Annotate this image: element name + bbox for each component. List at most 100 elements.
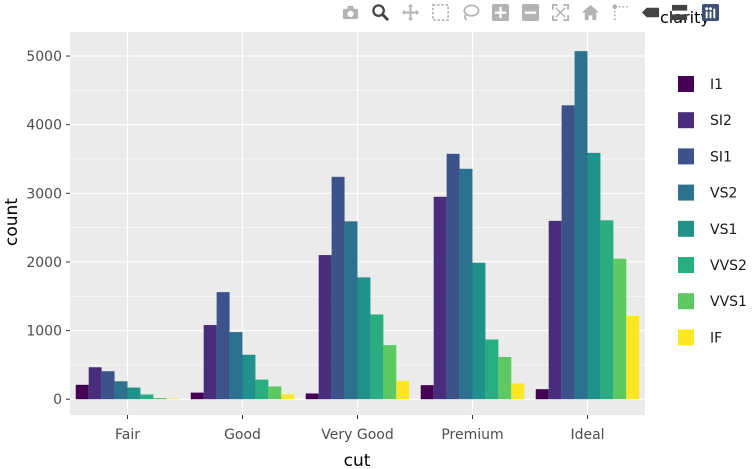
autoscale-icon	[551, 3, 569, 21]
legend-item-vvs1[interactable]: VVS1	[678, 293, 747, 310]
lasso-select-icon	[462, 4, 479, 21]
lasso-select-button[interactable]	[458, 0, 482, 24]
box-select-button[interactable]	[428, 0, 452, 24]
x-tick-label: Very Good	[321, 427, 393, 443]
bar-vs1-fair[interactable]	[127, 387, 141, 400]
bar-vvs2-good[interactable]	[255, 379, 269, 400]
pan-button[interactable]	[398, 0, 422, 24]
legend-item-i1[interactable]: I1	[678, 76, 723, 93]
legend-label: VVS1	[710, 294, 747, 310]
legend-label: SI1	[710, 149, 732, 165]
legend-swatch	[678, 76, 694, 92]
bar-vvs1-ideal[interactable]	[613, 258, 627, 400]
zoom-in-icon	[491, 3, 509, 21]
bar-vvs1-good[interactable]	[268, 386, 282, 400]
bar-si2-good[interactable]	[203, 325, 217, 400]
bar-vvs1-fair[interactable]	[153, 398, 167, 400]
x-axis-title: cut	[344, 451, 371, 469]
legend[interactable]: I1 SI2 SI1 VS2 VS1 VVS2 VVS1 IF	[678, 76, 747, 346]
bar-vvs2-ideal[interactable]	[600, 220, 614, 400]
bar-if-ideal[interactable]	[626, 316, 640, 400]
legend-item-vs1[interactable]: VS1	[678, 220, 737, 238]
bar-si2-ideal[interactable]	[548, 220, 562, 400]
bar-vvs1-premium[interactable]	[498, 356, 512, 400]
bar-i1-ideal[interactable]	[535, 389, 549, 400]
x-tick-label: Good	[224, 427, 261, 443]
bar-vs1-ideal[interactable]	[587, 152, 601, 400]
legend-label: VS1	[710, 222, 737, 238]
zoom-out-button[interactable]	[518, 0, 542, 24]
bar-i1-good[interactable]	[190, 392, 204, 400]
legend-swatch	[678, 148, 694, 165]
bar-vs2-fair[interactable]	[114, 381, 128, 400]
bar-si2-fair[interactable]	[88, 367, 102, 400]
bar-vs1-premium[interactable]	[472, 262, 486, 400]
bar-vs2-ideal[interactable]	[574, 51, 588, 400]
bar-vs1-very-good[interactable]	[357, 277, 371, 400]
y-axis-ticks: 0 1000 2000 3000 4000 5000	[26, 49, 70, 408]
spike-lines-icon	[611, 3, 628, 20]
plotly-logo-icon	[701, 3, 719, 21]
bar-if-good[interactable]	[281, 394, 295, 400]
bar-si1-premium[interactable]	[446, 153, 460, 400]
y-tick-label: 5000	[26, 49, 62, 65]
bar-si1-very-good[interactable]	[331, 176, 345, 400]
y-tick-label: 4000	[26, 118, 62, 134]
legend-swatch	[678, 257, 694, 273]
plotly-logo[interactable]	[698, 0, 722, 24]
pan-icon	[401, 3, 419, 21]
x-tick-label: Premium	[441, 427, 503, 443]
zoom-in-button[interactable]	[488, 0, 512, 24]
hover-compare-icon	[671, 4, 687, 20]
zoom-button[interactable]	[368, 0, 392, 24]
bar-if-premium[interactable]	[511, 383, 525, 400]
home-icon	[581, 4, 599, 20]
bar-if-very-good[interactable]	[396, 380, 410, 400]
y-axis-title: count	[2, 198, 22, 246]
reset-axes-button[interactable]	[578, 0, 602, 24]
bar-i1-fair[interactable]	[75, 384, 89, 400]
bar-vs2-very-good[interactable]	[344, 221, 358, 400]
bar-vvs1-very-good[interactable]	[383, 345, 397, 400]
modebar	[338, 0, 728, 24]
bar-si1-good[interactable]	[216, 292, 230, 400]
x-axis-ticks: Fair Good Very Good Premium Ideal	[115, 415, 605, 443]
legend-item-vs2[interactable]: VS2	[678, 184, 737, 202]
hover-closest-icon	[641, 7, 659, 17]
legend-item-if[interactable]: IF	[678, 329, 722, 346]
y-tick-label: 0	[53, 392, 62, 408]
x-tick-label: Ideal	[570, 427, 604, 443]
y-tick-label: 3000	[26, 186, 62, 202]
bar-i1-very-good[interactable]	[305, 393, 319, 400]
hover-compare-button[interactable]	[668, 0, 692, 24]
bar-vs2-premium[interactable]	[459, 168, 473, 400]
bar-si2-premium[interactable]	[433, 196, 447, 400]
bar-vvs2-fair[interactable]	[140, 394, 154, 400]
legend-label: IF	[710, 330, 722, 346]
bar-vvs2-premium[interactable]	[485, 339, 499, 400]
legend-label: VS2	[710, 186, 737, 202]
bar-si1-fair[interactable]	[101, 371, 115, 400]
autoscale-button[interactable]	[548, 0, 572, 24]
bar-i1-premium[interactable]	[420, 385, 434, 400]
bar-si1-ideal[interactable]	[561, 105, 575, 400]
legend-item-si1[interactable]: SI1	[678, 148, 732, 165]
legend-label: SI2	[710, 113, 732, 129]
bar-vs2-good[interactable]	[229, 332, 243, 400]
bar-si2-very-good[interactable]	[318, 255, 332, 400]
bar-vs1-good[interactable]	[242, 354, 256, 400]
spike-lines-button[interactable]	[608, 0, 632, 24]
legend-swatch	[678, 220, 694, 237]
zoom-out-icon	[521, 3, 539, 21]
bar-vvs2-very-good[interactable]	[370, 314, 384, 400]
bar-if-fair[interactable]	[166, 398, 180, 400]
hover-closest-button[interactable]	[638, 0, 662, 24]
box-select-icon	[431, 3, 449, 21]
legend-item-vvs2[interactable]: VVS2	[678, 257, 747, 274]
legend-swatch	[678, 184, 694, 201]
bars[interactable]	[75, 51, 640, 400]
download-plot-button[interactable]	[338, 0, 362, 24]
legend-swatch	[678, 112, 694, 129]
legend-item-si2[interactable]: SI2	[678, 112, 732, 129]
